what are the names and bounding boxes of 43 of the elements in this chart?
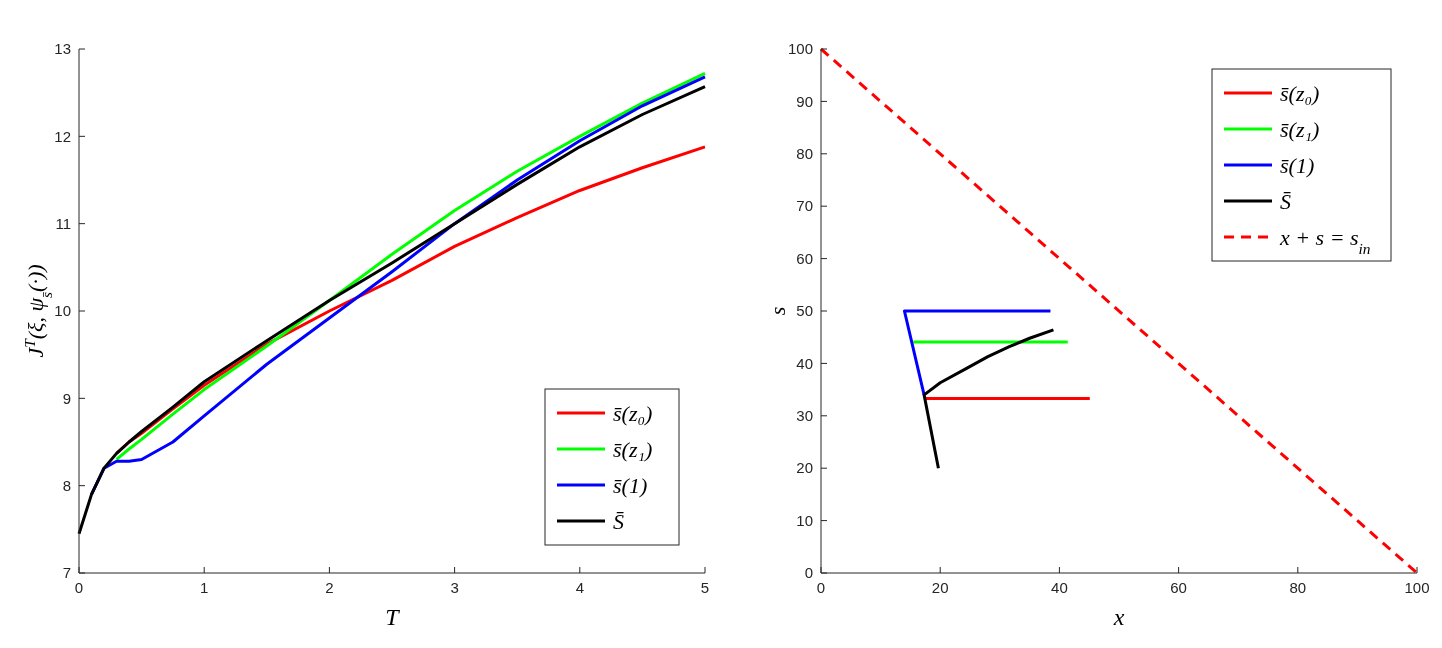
y-tick-label: 30	[796, 407, 813, 425]
x-axis-title: x	[1112, 604, 1125, 630]
x-tick-label: 5	[700, 579, 710, 596]
y-tick-label: 9	[62, 389, 71, 407]
y-tick-label: 10	[54, 302, 71, 320]
y-tick-label: 40	[796, 354, 813, 372]
y-tick-label: 70	[796, 197, 813, 215]
x-tick-label: 40	[1051, 579, 1068, 596]
y-tick-label: 80	[796, 145, 813, 163]
legend-label: s̄(z₁)	[613, 436, 653, 462]
legend-label: s̄(z₁)	[1280, 116, 1320, 142]
x-tick-label: 3	[450, 579, 459, 596]
x-axis-title: T	[385, 604, 401, 630]
x-tick-label: 1	[200, 579, 209, 596]
legend-label: S̄	[1280, 188, 1292, 214]
x-tick-label: 80	[1289, 579, 1307, 596]
y-tick-label: 13	[54, 40, 71, 58]
y-tick-label: 12	[54, 127, 71, 145]
y-tick-label: 100	[787, 40, 813, 58]
y-tick-label: 10	[796, 511, 813, 529]
legend-label: x + s = s$_{in}$	[1279, 224, 1371, 257]
x-tick-label: 60	[1170, 579, 1187, 596]
legend-label: s̄(1)	[613, 472, 648, 498]
x-tick-label: 20	[931, 579, 949, 596]
x-tick-label: 4	[575, 579, 584, 596]
x-tick-label: 0	[74, 579, 84, 596]
y-tick-label: 8	[62, 476, 71, 494]
line-series	[922, 328, 1055, 470]
x-tick-label: 0	[816, 579, 826, 596]
legend-label: s̄(z₀)	[613, 400, 653, 426]
legend-label: s̄(z₀)	[1280, 80, 1320, 106]
x-tick-label: 2	[325, 579, 334, 596]
y-tick-label: 90	[796, 92, 813, 110]
x-tick-label: 100	[1404, 579, 1430, 596]
y-tick-label: 60	[796, 249, 813, 267]
legend-label: S̄	[613, 508, 625, 534]
y-tick-label: 0	[804, 564, 813, 582]
y-axis-title: s	[765, 306, 790, 316]
y-tick-label: 20	[796, 459, 813, 477]
y-tick-label: 11	[55, 214, 71, 232]
legend-label: s̄(1)	[1280, 152, 1315, 178]
y-tick-label: 7	[62, 564, 71, 582]
y-tick-label: 50	[796, 302, 813, 320]
